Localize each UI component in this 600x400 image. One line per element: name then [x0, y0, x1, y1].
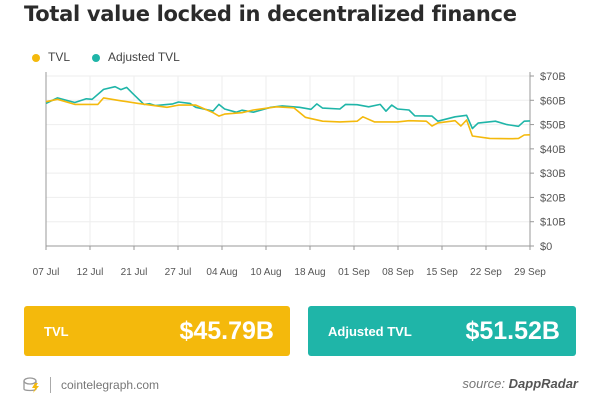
adjusted-tvl-line: [45, 85, 531, 130]
line-chart: 07 Jul 12 Jul 21 Jul 27 Jul 04 Aug 10 Aug 18 A…: [33, 71, 566, 278]
adjusted-tvl-card: Adjusted TVL $51.52B: [308, 306, 576, 356]
y-tick-label: $30B: [540, 168, 566, 180]
tvl-card-value: $45.79B: [179, 316, 274, 345]
legend: TVL Adjusted TVL: [32, 50, 180, 64]
tvl-dot-icon: [32, 53, 40, 62]
adjusted-tvl-card-label: Adjusted TVL: [328, 323, 412, 339]
x-tick-label: 12 Jul: [77, 267, 104, 278]
x-tick-label: 18 Aug: [294, 267, 325, 278]
legend-label: TVL: [48, 50, 71, 64]
adjusted-tvl-dot-icon: [92, 53, 101, 62]
x-tick-label: 21 Jul: [121, 267, 148, 278]
tvl-line: [45, 97, 531, 140]
x-tick-label: 07 Jul: [33, 267, 60, 278]
y-tick-label: $50B: [540, 120, 566, 132]
x-tick-label: 08 Sep: [382, 267, 414, 278]
source-name: DappRadar: [508, 376, 578, 391]
y-tick-label: $40B: [540, 144, 566, 156]
y-tick-label: $0: [540, 241, 552, 253]
footer-brand: cointelegraph.com: [22, 376, 159, 394]
y-tick-label: $10B: [540, 217, 566, 229]
y-tick-label: $20B: [540, 192, 566, 204]
adjusted-tvl-card-value: $51.52B: [465, 316, 560, 345]
x-tick-label: 04 Aug: [206, 267, 237, 278]
x-tick-label: 22 Sep: [470, 267, 502, 278]
legend-item-tvl: TVL: [32, 50, 70, 64]
source-prefix: source:: [462, 376, 509, 391]
source-credit: source: DappRadar: [462, 376, 578, 391]
legend-label: Adjusted TVL: [108, 50, 180, 64]
tvl-card: TVL $45.79B: [24, 306, 290, 356]
y-tick-label: $60B: [540, 95, 566, 107]
x-tick-label: 01 Sep: [338, 267, 370, 278]
x-tick-label: 15 Sep: [426, 267, 458, 278]
chart-title: Total value locked in decentralized fina…: [24, 2, 517, 26]
divider: [50, 377, 51, 393]
x-tick-label: 27 Jul: [165, 267, 192, 278]
legend-item-adjusted-tvl: Adjusted TVL: [92, 50, 180, 64]
cointelegraph-logo-icon: [23, 377, 39, 393]
x-tick-label: 10 Aug: [250, 267, 281, 278]
tvl-card-label: TVL: [44, 323, 69, 339]
y-tick-label: $70B: [540, 71, 566, 83]
x-tick-label: 29 Sep: [514, 267, 546, 278]
site-link[interactable]: cointelegraph.com: [61, 378, 160, 392]
